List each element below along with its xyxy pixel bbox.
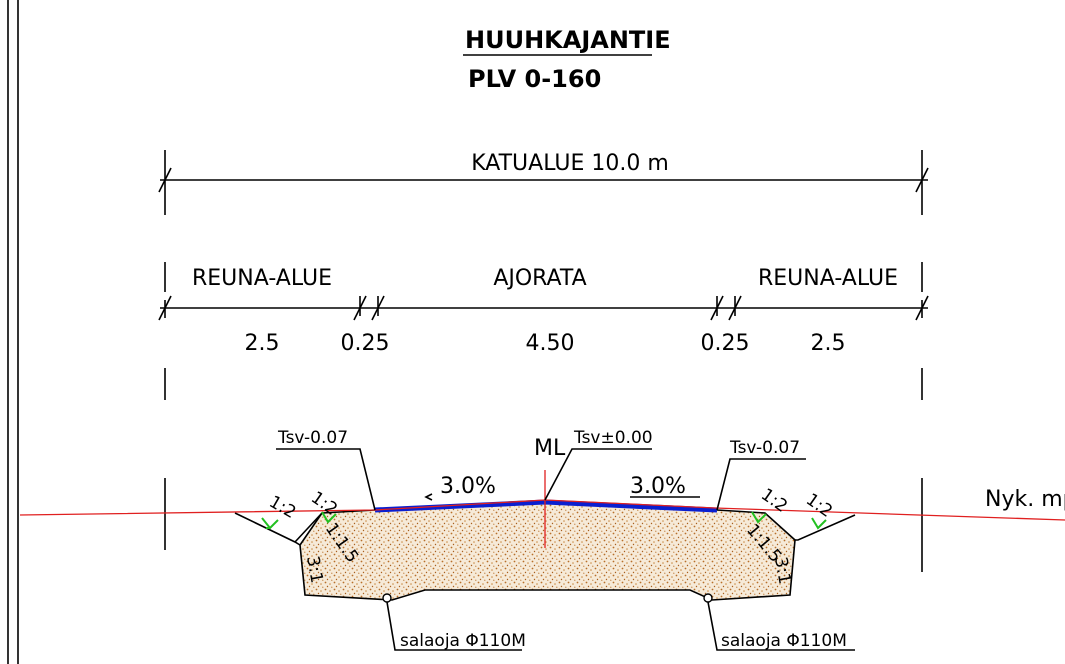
ditch-slope (795, 514, 856, 541)
crossfall-label: 3.0% (440, 474, 496, 499)
subtitle: PLV 0-160 (468, 65, 601, 93)
drain-label: salaoja Φ110M (721, 631, 847, 651)
zone-width: 4.50 (526, 331, 575, 356)
dimension-lines (158, 150, 929, 572)
crossfall-arrow (424, 493, 433, 501)
zone-label: REUNA-ALUE (758, 266, 898, 291)
ditch-slope (294, 512, 323, 543)
zone-label: AJORATA (493, 266, 586, 291)
drain (703, 593, 713, 603)
level-label: Tsv±0.00 (573, 428, 653, 448)
road-structure (299, 501, 796, 601)
slope-label: 3:1 (770, 555, 794, 585)
title: HUUHKAJANTIE (465, 26, 671, 54)
drain (382, 593, 392, 603)
ground-label: Nyk. mp (985, 487, 1065, 512)
zone-width: 2.5 (245, 331, 280, 356)
slope-label: 1:2 (757, 485, 791, 517)
leader (386, 601, 522, 651)
slope-label: 1:2 (802, 490, 836, 522)
crossfall-label: 3.0% (630, 474, 686, 499)
total-width: KATUALUE 10.0 m (471, 151, 669, 176)
drain-label: salaoja Φ110M (400, 631, 526, 651)
zone-width: 2.5 (811, 331, 846, 356)
slope-label: 3:1 (302, 554, 326, 584)
leader (544, 448, 652, 501)
zone-label: REUNA-ALUE (192, 266, 332, 291)
ml-label: ML (534, 436, 566, 461)
leader (276, 448, 376, 511)
leader (707, 601, 855, 651)
level-label: Tsv-0.07 (277, 428, 348, 448)
zone-width: 0.25 (341, 331, 390, 356)
level-label: Tsv-0.07 (729, 438, 800, 458)
slope-arrows (261, 511, 827, 530)
slope-label: 1:2 (266, 492, 300, 523)
leader (716, 458, 806, 511)
zone-width: 0.25 (701, 331, 750, 356)
